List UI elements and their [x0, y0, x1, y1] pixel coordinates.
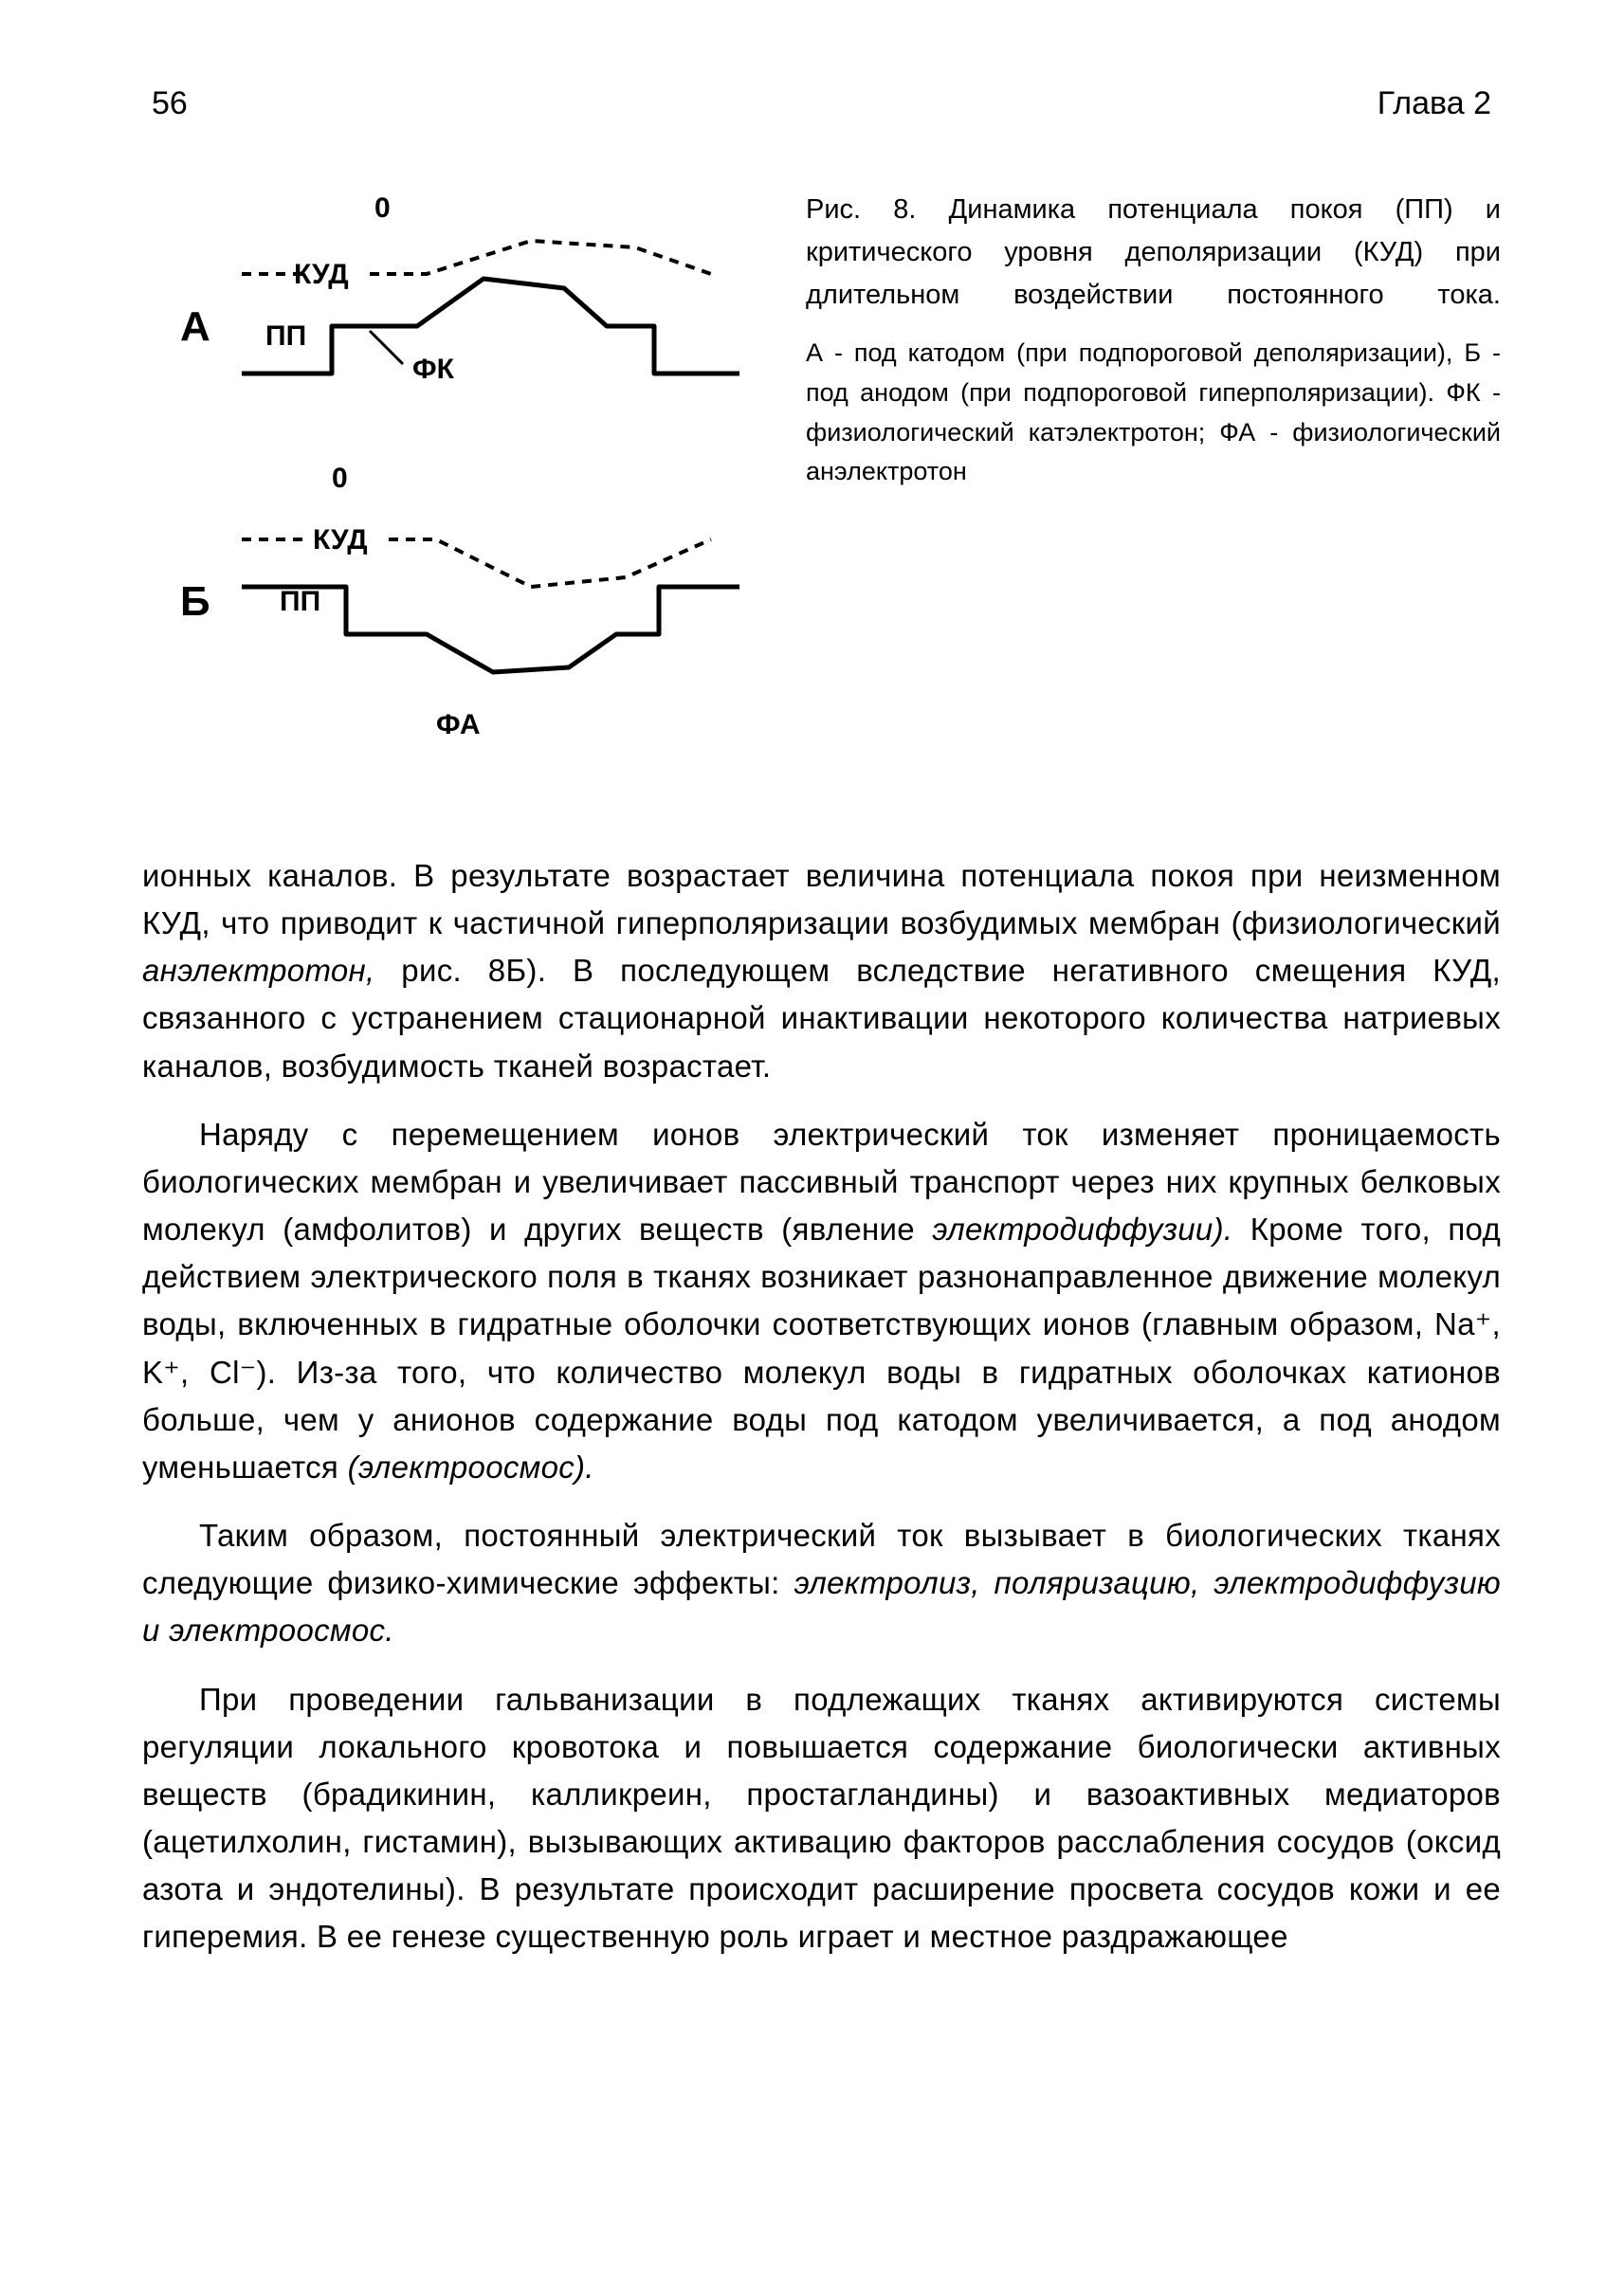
body-text: ионных каналов. В результате возрастает …	[142, 852, 1501, 1960]
panel-b-label: Б	[180, 578, 210, 625]
panel-b-pp: ПП	[280, 586, 320, 617]
panel-a-fk: ФК	[412, 354, 455, 385]
panel-b-kud: КУД	[313, 524, 368, 556]
figure-caption-main: Рис. 8. Динамика потенциала покоя (ПП) и…	[806, 189, 1501, 317]
figure-8-diagram: А 0 КУД ПП ФК	[142, 179, 749, 767]
panel-b-zero: 0	[332, 463, 348, 494]
figure-8-caption: Рис. 8. Динамика потенциала покоя (ПП) и…	[806, 179, 1501, 492]
chapter-label: Глава 2	[1378, 85, 1491, 122]
panel-a-label: А	[180, 303, 210, 350]
paragraph-4: При проведении гальванизации в подлежащи…	[142, 1676, 1501, 1961]
page: 56 Глава 2 А 0 КУД ПП	[0, 0, 1624, 2279]
panel-a-pp: ПП	[265, 320, 306, 352]
panel-b-fa: ФА	[436, 709, 481, 740]
page-header: 56 Глава 2	[142, 85, 1501, 122]
figure-caption-sub: А - под катодом (при подпороговой деполя…	[806, 334, 1501, 492]
paragraph-1: ионных каналов. В результате возрастает …	[142, 852, 1501, 1090]
paragraph-2: Наряду с перемещением ионов электрически…	[142, 1111, 1501, 1491]
paragraph-3: Таким образом, постоянный электрический …	[142, 1512, 1501, 1654]
page-number: 56	[152, 85, 188, 122]
panel-a-zero: 0	[374, 192, 391, 224]
figure-8: А 0 КУД ПП ФК	[142, 179, 1501, 767]
